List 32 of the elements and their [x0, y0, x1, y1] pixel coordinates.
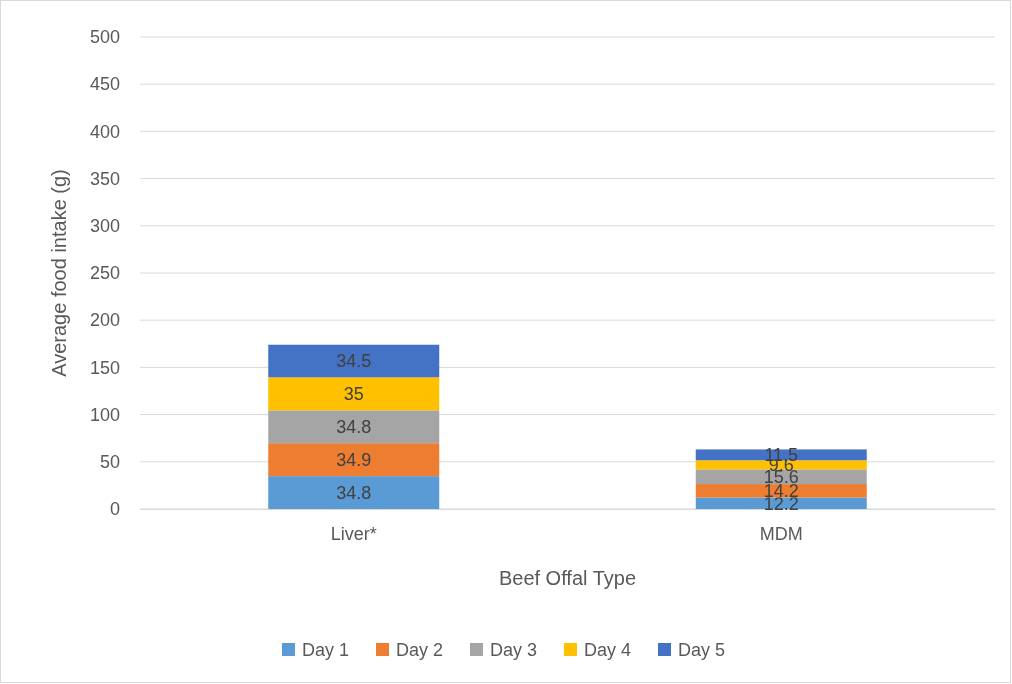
y-tick-label: 250 — [89, 263, 120, 284]
bar — [268, 443, 440, 477]
y-tick-label: 150 — [89, 357, 120, 378]
y-tick-label: 400 — [89, 121, 120, 142]
bar — [268, 476, 440, 509]
legend-label: Day 5 — [678, 640, 726, 661]
bar — [695, 497, 867, 509]
data-label: 34.8 — [336, 417, 372, 438]
bar — [268, 344, 440, 378]
data-label: 34.5 — [336, 351, 372, 372]
bar — [268, 410, 440, 444]
x-tick-label: Liver* — [330, 523, 377, 544]
data-label: 34.8 — [336, 482, 372, 503]
x-axis-title: Beef Offal Type — [498, 567, 637, 589]
y-tick-label: 500 — [89, 27, 120, 48]
x-tick-label: MDM — [759, 523, 803, 544]
y-tick-label: 450 — [89, 74, 120, 95]
y-tick-label: 200 — [89, 310, 120, 331]
legend-label: Day 4 — [584, 640, 632, 661]
y-axis-title: Average food intake (g) — [48, 169, 70, 377]
legend-label: Day 2 — [396, 640, 444, 661]
legend-label: Day 1 — [302, 640, 350, 661]
y-tick-label: 100 — [89, 404, 120, 425]
legend-label: Day 3 — [490, 640, 538, 661]
y-tick-label: 50 — [99, 452, 120, 473]
y-tick-label: 0 — [109, 499, 120, 520]
bar — [695, 469, 867, 485]
bar — [268, 377, 440, 411]
data-label: 35 — [343, 384, 364, 405]
data-label: 34.9 — [336, 449, 372, 470]
y-tick-label: 300 — [89, 216, 120, 237]
y-tick-label: 350 — [89, 168, 120, 189]
